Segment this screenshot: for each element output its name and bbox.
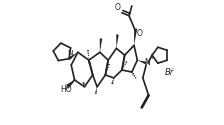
Polygon shape [134, 28, 137, 45]
Text: Br: Br [164, 68, 174, 78]
Text: O: O [114, 3, 120, 12]
Text: +: + [150, 55, 155, 60]
Polygon shape [68, 52, 78, 60]
Polygon shape [100, 38, 102, 52]
Polygon shape [137, 60, 146, 64]
Polygon shape [116, 34, 119, 48]
Text: N: N [144, 58, 150, 67]
Text: N: N [68, 50, 73, 56]
Text: O: O [136, 29, 142, 38]
Text: HO: HO [60, 85, 72, 94]
Text: ⁻: ⁻ [170, 67, 174, 73]
Polygon shape [66, 80, 75, 87]
